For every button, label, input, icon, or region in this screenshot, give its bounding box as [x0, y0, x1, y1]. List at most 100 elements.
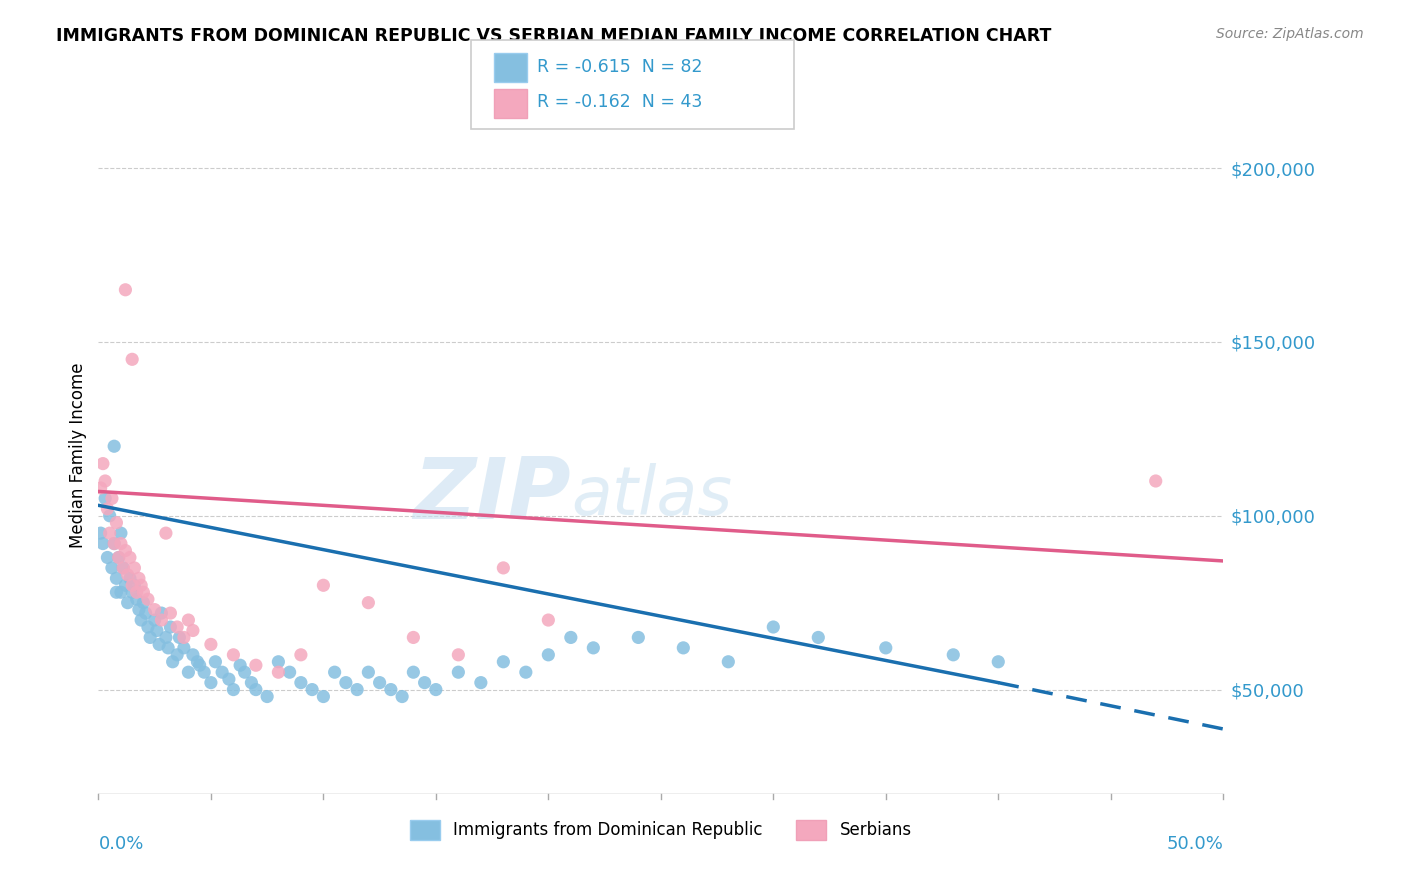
Point — [942, 648, 965, 662]
Text: ZIP: ZIP — [413, 454, 571, 537]
Point — [146, 624, 169, 638]
Point — [110, 585, 132, 599]
Point — [124, 561, 146, 575]
Point — [139, 631, 162, 645]
Point — [166, 648, 188, 662]
Point — [391, 690, 413, 704]
Point — [278, 665, 301, 680]
Point — [492, 561, 515, 575]
Point — [807, 631, 830, 645]
Point — [128, 602, 150, 616]
Point — [181, 624, 204, 638]
Point — [222, 648, 245, 662]
Point — [112, 561, 135, 575]
Point — [537, 613, 560, 627]
Point — [105, 585, 128, 599]
Point — [193, 665, 215, 680]
Point — [470, 675, 492, 690]
Point — [162, 655, 184, 669]
Point — [672, 640, 695, 655]
Point — [112, 561, 135, 575]
Point — [121, 352, 143, 367]
Point — [150, 606, 173, 620]
Point — [105, 571, 128, 585]
Point — [492, 655, 515, 669]
Point — [129, 578, 152, 592]
Point — [425, 682, 447, 697]
Point — [240, 675, 263, 690]
Point — [90, 481, 112, 495]
Point — [200, 675, 222, 690]
Point — [267, 665, 290, 680]
Point — [256, 690, 278, 704]
Point — [159, 620, 181, 634]
Point — [177, 665, 200, 680]
Point — [582, 640, 605, 655]
Point — [222, 682, 245, 697]
Point — [402, 631, 425, 645]
Text: 50.0%: 50.0% — [1167, 835, 1223, 853]
Point — [98, 508, 121, 523]
Point — [107, 550, 129, 565]
Point — [173, 631, 195, 645]
Point — [245, 682, 267, 697]
Point — [118, 550, 141, 565]
Point — [136, 592, 159, 607]
Point — [335, 675, 357, 690]
Point — [159, 606, 181, 620]
Point — [118, 571, 141, 585]
Point — [107, 550, 129, 565]
Text: 0.0%: 0.0% — [98, 835, 143, 853]
Point — [368, 675, 391, 690]
Point — [346, 682, 368, 697]
Point — [117, 567, 139, 582]
Point — [91, 457, 114, 471]
Point — [98, 526, 121, 541]
Point — [301, 682, 323, 697]
Point — [323, 665, 346, 680]
Point — [103, 536, 125, 550]
Point — [101, 561, 124, 575]
Point — [229, 658, 252, 673]
Point — [114, 578, 136, 592]
Point — [233, 665, 256, 680]
Point — [380, 682, 402, 697]
Point — [117, 596, 139, 610]
Point — [312, 578, 335, 592]
Point — [627, 631, 650, 645]
Point — [413, 675, 436, 690]
Point — [110, 536, 132, 550]
Point — [155, 631, 177, 645]
Point — [110, 526, 132, 541]
Point — [90, 526, 112, 541]
Point — [402, 665, 425, 680]
Text: R = -0.615  N = 82: R = -0.615 N = 82 — [537, 58, 703, 76]
Point — [125, 592, 148, 607]
Point — [135, 606, 157, 620]
Point — [103, 439, 125, 453]
Point — [245, 658, 267, 673]
Point — [515, 665, 537, 680]
Point — [204, 655, 226, 669]
Point — [200, 637, 222, 651]
Point — [91, 536, 114, 550]
Point — [537, 648, 560, 662]
Point — [128, 571, 150, 585]
Legend: Immigrants from Dominican Republic, Serbians: Immigrants from Dominican Republic, Serb… — [404, 813, 918, 847]
Point — [143, 602, 166, 616]
Point — [143, 613, 166, 627]
Point — [129, 613, 152, 627]
Point — [875, 640, 897, 655]
Point — [762, 620, 785, 634]
Point — [124, 578, 146, 592]
Point — [101, 491, 124, 506]
Point — [105, 516, 128, 530]
Point — [717, 655, 740, 669]
Y-axis label: Median Family Income: Median Family Income — [69, 362, 87, 548]
Point — [188, 658, 211, 673]
Point — [155, 526, 177, 541]
Point — [290, 648, 312, 662]
Point — [121, 585, 143, 599]
Point — [357, 665, 380, 680]
Point — [267, 655, 290, 669]
